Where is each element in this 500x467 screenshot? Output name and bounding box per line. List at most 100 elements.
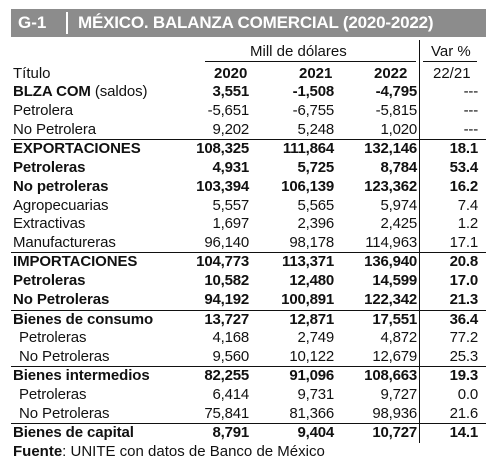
value-2021: 9,404: [297, 424, 334, 441]
source-text: : UNITE con datos de Banco de México: [62, 443, 325, 460]
table-row: Petroleras 10,582 12,480 14,599 17.0: [11, 272, 486, 290]
value-var: 21.6: [449, 405, 479, 422]
value-2021: 111,864: [282, 140, 334, 157]
table-row: Petroleras 6,414 9,731 9,727 0.0: [11, 386, 486, 404]
value-var: 77.2: [449, 329, 479, 346]
section-divider: [11, 423, 486, 424]
value-2020: 8,791: [212, 424, 249, 441]
row-label: Agropecuarias: [13, 197, 109, 214]
col-year-2022: 2022: [374, 65, 408, 82]
value-2020: 104,773: [196, 253, 249, 270]
table-row: No Petroleras 75,841 81,366 98,936 21.6: [11, 405, 486, 423]
table-row: Petrolera -5,651 -6,755 -5,815 ---: [11, 102, 486, 120]
value-2021: 12,480: [289, 272, 334, 289]
figure-title-bar: G-1 MÉXICO. BALANZA COMERCIAL (2020-2022…: [11, 9, 486, 37]
table-row: IMPORTACIONES 104,773 113,371 136,940 20…: [11, 253, 486, 271]
value-var: 17.0: [449, 272, 479, 289]
table-row: BLZA COM (saldos) 3,551 -1,508 -4,795 --…: [11, 83, 486, 101]
value-var: 21.3: [449, 291, 479, 308]
table-row: Petroleras 4,168 2,749 4,872 77.2: [11, 329, 486, 347]
value-var: ---: [463, 121, 479, 138]
value-2022: 5,974: [380, 197, 417, 214]
col-title: Título: [13, 65, 51, 82]
row-label: Petroleras: [13, 272, 86, 289]
row-label: Petroleras: [19, 329, 87, 346]
col-var-period: 22/21: [433, 65, 471, 82]
row-label: EXPORTACIONES: [13, 140, 141, 157]
value-2022: 17,551: [372, 311, 417, 328]
row-label: Manufactureras: [13, 234, 116, 251]
value-var: 18.1: [449, 140, 479, 157]
value-2020: 9,560: [212, 348, 249, 365]
value-2022: 108,663: [364, 367, 417, 384]
table-row: Agropecuarias 5,557 5,565 5,974 7.4: [11, 197, 486, 215]
row-label: Petroleras: [13, 159, 86, 176]
value-2021: 2,396: [297, 215, 334, 232]
value-2021: 98,178: [289, 234, 334, 251]
units-label: Mill de dólares: [250, 43, 347, 60]
value-2021: 81,366: [289, 405, 334, 422]
value-var: 14.1: [449, 424, 479, 441]
value-2021: 10,122: [289, 348, 334, 365]
table-row: EXPORTACIONES 108,325 111,864 132,146 18…: [11, 140, 486, 158]
var-rule: [423, 61, 477, 62]
source-note: Fuente: UNITE con datos de Banco de Méxi…: [13, 443, 325, 461]
value-2020: 10,582: [204, 272, 249, 289]
value-2021: 5,248: [297, 121, 334, 138]
table-row: No Petroleras 94,192 100,891 122,342 21.…: [11, 291, 486, 309]
section-divider: [11, 366, 486, 367]
table-row: Extractivas 1,697 2,396 2,425 1.2: [11, 215, 486, 233]
value-2022: 114,963: [365, 234, 417, 251]
value-2022: 122,342: [364, 291, 417, 308]
row-label: Petrolera: [13, 102, 73, 119]
value-2021: -1,508: [292, 83, 335, 100]
row-label: BLZA COM (saldos): [13, 83, 148, 100]
value-2022: 10,727: [372, 424, 417, 441]
value-2020: 5,557: [212, 197, 249, 214]
figure-title: MÉXICO. BALANZA COMERCIAL (2020-2022): [78, 13, 434, 32]
value-var: 36.4: [449, 311, 479, 328]
value-var: 25.3: [449, 348, 479, 365]
value-2020: 4,168: [212, 329, 249, 346]
value-2022: 9,727: [380, 386, 417, 403]
value-2021: 100,891: [281, 291, 334, 308]
table-row: No Petrolera 9,202 5,248 1,020 ---: [11, 121, 486, 139]
value-var: 16.2: [449, 178, 479, 195]
column-divider: [419, 40, 420, 443]
value-var: 7.4: [457, 197, 478, 214]
table-row: No Petroleras 9,560 10,122 12,679 25.3: [11, 348, 486, 366]
value-var: 17.1: [449, 234, 479, 251]
value-2022: -5,815: [375, 102, 418, 119]
row-label: No Petroleras: [19, 348, 110, 365]
value-2020: 75,841: [204, 405, 249, 422]
value-2021: 2,749: [297, 329, 334, 346]
value-2021: -6,755: [292, 102, 335, 119]
value-var: ---: [463, 83, 479, 100]
value-2022: -4,795: [375, 83, 418, 100]
source-label: Fuente: [13, 443, 63, 460]
row-label: No Petroleras: [13, 291, 110, 308]
value-2022: 8,784: [380, 159, 417, 176]
value-2021: 113,371: [282, 253, 334, 270]
row-label: Bienes de consumo: [13, 311, 154, 328]
value-2020: 82,255: [204, 367, 249, 384]
table-row: Bienes de capital 8,791 9,404 10,727 14.…: [11, 424, 486, 442]
value-var: ---: [463, 102, 479, 119]
row-label: Extractivas: [13, 215, 86, 232]
table-row: Bienes de consumo 13,727 12,871 17,551 3…: [11, 311, 486, 329]
figure-code: G-1: [18, 13, 47, 32]
value-var: 20.8: [449, 253, 479, 270]
value-2022: 12,679: [372, 348, 417, 365]
value-2022: 2,425: [380, 215, 417, 232]
value-2022: 136,940: [364, 253, 417, 270]
units-rule: [205, 61, 416, 62]
value-2021: 5,725: [297, 159, 334, 176]
section-divider: [11, 252, 486, 253]
title-separator: [66, 12, 68, 34]
value-2021: 106,139: [281, 178, 334, 195]
value-2022: 132,146: [364, 140, 417, 157]
value-2020: 3,551: [212, 83, 249, 100]
row-label: No Petroleras: [19, 405, 110, 422]
value-2022: 4,872: [380, 329, 417, 346]
value-2020: 1,697: [212, 215, 249, 232]
